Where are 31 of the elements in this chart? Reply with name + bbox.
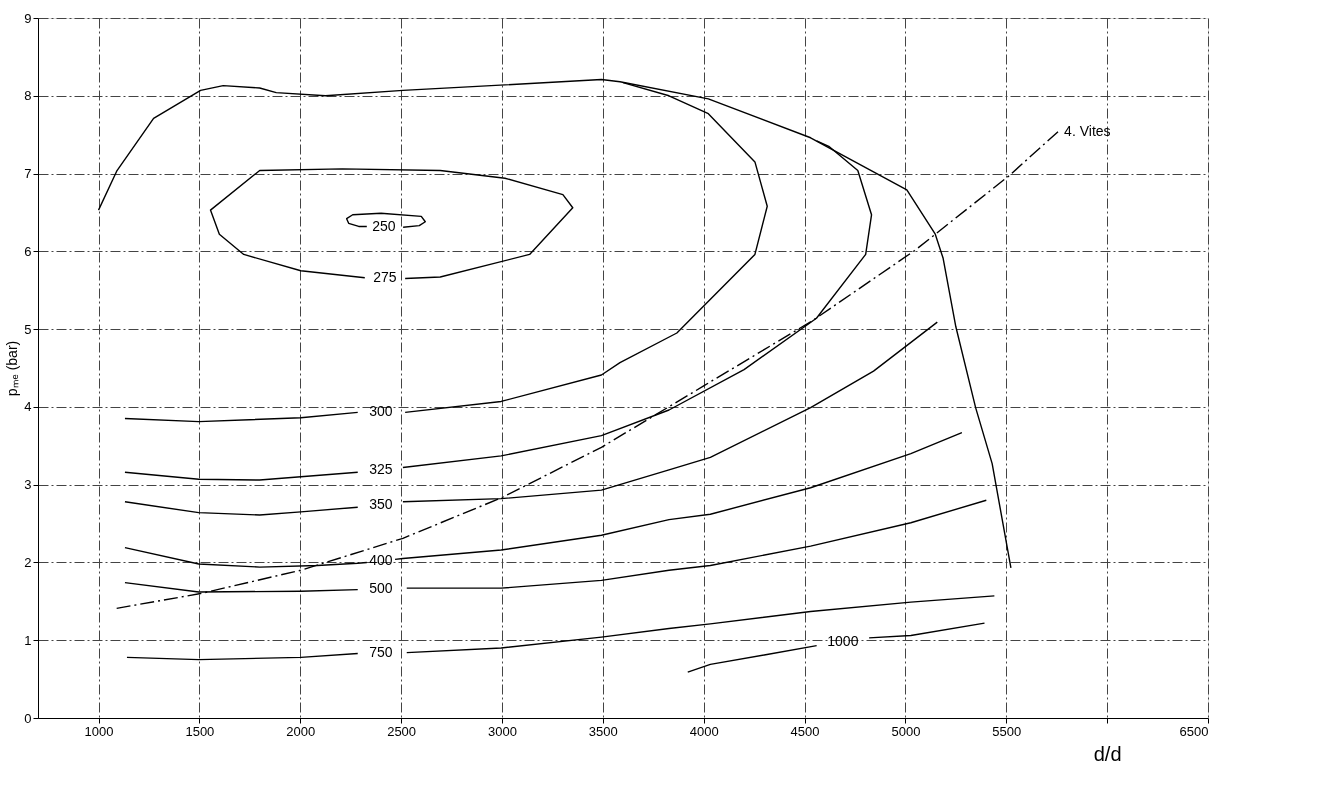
series-label: 275: [373, 269, 397, 286]
x-tick-label: 2500: [387, 723, 417, 739]
y-tick-label: 9: [24, 10, 32, 26]
x-tick-label: 3000: [488, 723, 517, 739]
x-tick-label: 2000: [286, 723, 316, 739]
y-tick-label: 5: [24, 321, 32, 337]
y-tick-label: 3: [24, 477, 32, 493]
x-tick-label: 3500: [588, 723, 618, 739]
x-axis-title: d/d: [1093, 742, 1122, 765]
series-label: 500: [369, 579, 393, 596]
x-tick-label: 1000: [84, 723, 114, 739]
y-tick-label: 8: [24, 88, 32, 104]
x-tick-label: 5000: [891, 723, 921, 739]
series-label: 750: [369, 644, 393, 661]
x-tick-label: 6500: [1179, 723, 1209, 739]
series-label: 350: [369, 495, 393, 512]
x-tick-label: 1500: [185, 723, 215, 739]
y-tick-label: 1: [24, 632, 32, 648]
series-label: 300: [369, 403, 393, 420]
y-axis-title: pₘₑ (bar): [4, 340, 21, 397]
y-tick-label: 2: [24, 554, 32, 570]
y-tick-label: 7: [24, 166, 32, 182]
x-tick-label: 4000: [689, 723, 719, 739]
y-tick-label: 6: [24, 243, 32, 259]
series-label: 250: [372, 217, 396, 234]
series-label: 325: [369, 460, 393, 477]
x-tick-label: 5500: [992, 723, 1022, 739]
y-tick-label: 4: [24, 399, 32, 415]
series-label: 400: [369, 551, 393, 568]
y-tick-label: 0: [24, 710, 32, 726]
x-tick-label: 4500: [790, 723, 820, 739]
